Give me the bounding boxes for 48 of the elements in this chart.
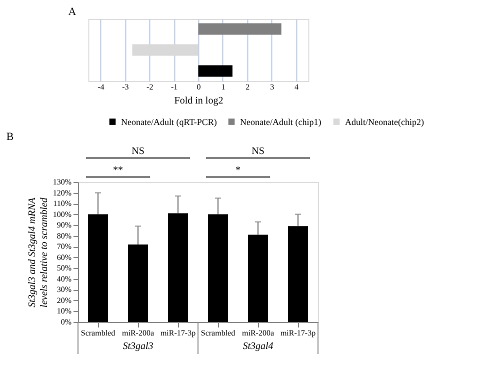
y-tick-label: 50% [56,264,72,273]
text: * [236,165,240,176]
text: St3gal4 [242,341,274,352]
y-tick-label: 10% [56,306,72,316]
y-tick-label: 60% [56,252,72,262]
bar [88,214,108,322]
bar [248,234,268,322]
text: NS [132,146,144,157]
y-tick-label: 80% [56,231,72,240]
x-tick-label: -3 [122,82,129,92]
y-tick-label: 100% [52,210,72,219]
legend-label: Neonate/Adult (chip1) [240,116,322,127]
x-tick-label: miR-17-3p [160,328,196,338]
text: ** [113,165,123,176]
y-tick-label: 0% [60,318,72,326]
x-tick-label: 4 [294,82,299,92]
bar [208,214,228,322]
x-tick-label: -2 [146,82,154,92]
x-tick-label: miR-17-3p [280,328,316,338]
x-tick-label: -4 [98,82,104,92]
x-axis-title: Fold in log2 [174,96,224,106]
x-tick-label: miR-200a [122,328,154,338]
x-tick-label: miR-200a [242,328,274,338]
chart-title: B [6,131,14,143]
y-tick-label: 30% [56,285,72,294]
legend-label: Neonate/Adult (qRT-PCR) [121,116,217,127]
y-tick-label: 120% [52,188,72,198]
y-tick-label: 90% [56,220,72,230]
x-tick-label: Scrambled [80,328,116,338]
chart-title: A [68,6,76,18]
bar [128,244,148,322]
text: St3gal3 [122,341,154,352]
y-tick-label: 40% [56,274,72,284]
x-tick-label: Scrambled [200,328,236,338]
x-tick-label: 3 [270,82,274,92]
bar [288,226,308,322]
bar [168,213,188,322]
legend-label: Adult/Neonate(chip2) [345,116,424,127]
x-tick-label: 1 [221,82,226,92]
x-tick-label: -1 [170,82,178,92]
x-tick-label: 0 [196,82,201,92]
y-tick-label: 130% [52,178,72,186]
text: NS [252,146,264,157]
y-axis-title: St3gal3 and St3gal4 mRNA levels relative to scrambled [26,196,50,308]
y-tick-label: 20% [56,296,72,305]
y-tick-label: 70% [56,242,72,252]
y-tick-label: 110% [53,199,72,208]
x-tick-label: 2 [246,82,250,92]
